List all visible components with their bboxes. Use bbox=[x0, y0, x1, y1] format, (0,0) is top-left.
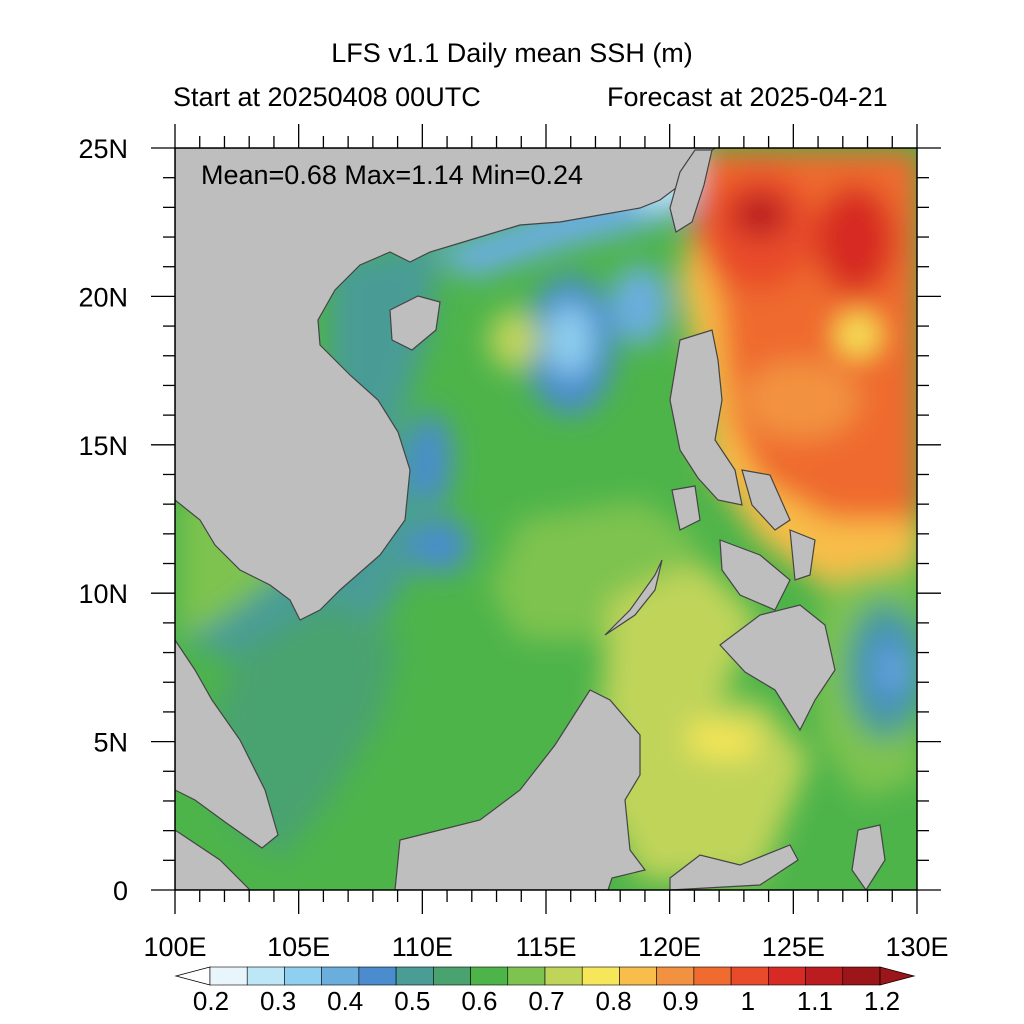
colorbar-label: 0.4 bbox=[327, 986, 363, 1016]
colorbar-swatch bbox=[246, 966, 285, 986]
lat-tick-label: 5N bbox=[93, 728, 128, 758]
colorbar-swatch bbox=[768, 966, 806, 986]
colorbar-swatch bbox=[619, 966, 657, 986]
colorbar-under-triangle bbox=[174, 966, 211, 986]
colorbar-label: 1.2 bbox=[864, 986, 900, 1016]
land bbox=[175, 148, 886, 890]
stats-label: Mean=0.68 Max=1.14 Min=0.24 bbox=[201, 160, 584, 190]
lon-tick-label: 110E bbox=[392, 932, 453, 962]
colorbar-swatch bbox=[470, 966, 509, 986]
lat-tick-label: 25N bbox=[78, 134, 128, 164]
colorbar-swatch bbox=[730, 966, 769, 986]
lat-tick-label: 20N bbox=[78, 282, 128, 312]
ssh-field bbox=[175, 148, 917, 890]
start-time-label: Start at 20250408 00UTC bbox=[173, 82, 481, 112]
lon-tick-label: 125E bbox=[762, 932, 825, 962]
colorbar-label: 0.7 bbox=[528, 986, 564, 1016]
colorbar-swatch bbox=[842, 966, 881, 986]
colorbar-label: 0.2 bbox=[193, 986, 229, 1016]
axis-ticks bbox=[151, 124, 941, 914]
lon-tick-label: 100E bbox=[143, 932, 206, 962]
lat-tick-label: 15N bbox=[78, 431, 128, 461]
longitude-labels: 100E 105E 110E 115E 120E 125E 130E bbox=[143, 932, 948, 962]
colorbar-swatch bbox=[693, 966, 732, 986]
colorbar-swatch bbox=[284, 966, 322, 986]
colorbar-swatch bbox=[805, 966, 844, 986]
colorbar-labels: 0.2 0.3 0.4 0.5 0.6 0.7 0.8 0.9 1 1.1 1.2 bbox=[193, 986, 900, 1016]
colorbar-over-triangle bbox=[879, 966, 916, 986]
colorbar-swatch bbox=[209, 966, 248, 986]
lat-tick-label: 10N bbox=[78, 579, 128, 609]
colorbar-swatch bbox=[433, 966, 471, 986]
forecast-time-label: Forecast at 2025-04-21 bbox=[607, 82, 888, 112]
colorbar-swatch bbox=[321, 966, 360, 986]
lat-tick-label: 0 bbox=[113, 876, 128, 906]
colorbar-swatch bbox=[656, 966, 695, 986]
colorbar-label: 1 bbox=[741, 986, 755, 1016]
lon-tick-label: 130E bbox=[885, 932, 948, 962]
colorbar-label: 0.6 bbox=[461, 986, 497, 1016]
map-title: LFS v1.1 Daily mean SSH (m) bbox=[331, 38, 693, 68]
lon-tick-label: 120E bbox=[638, 932, 701, 962]
colorbar-swatch bbox=[507, 966, 546, 986]
latitude-labels: 25N 20N 15N 10N 5N 0 bbox=[78, 134, 128, 906]
colorbar-swatch bbox=[358, 966, 397, 986]
colorbar-label: 1.1 bbox=[797, 986, 833, 1016]
colorbar-label: 0.9 bbox=[663, 986, 699, 1016]
lon-tick-label: 105E bbox=[267, 932, 330, 962]
colorbar-label: 0.3 bbox=[260, 986, 296, 1016]
colorbar-label: 0.8 bbox=[596, 986, 632, 1016]
colorbar-swatch bbox=[581, 966, 620, 986]
lon-tick-label: 115E bbox=[515, 932, 576, 962]
colorbar-swatch bbox=[544, 966, 583, 986]
colorbar-label: 0.5 bbox=[394, 986, 430, 1016]
colorbar bbox=[174, 966, 916, 986]
colorbar-swatch bbox=[395, 966, 434, 986]
